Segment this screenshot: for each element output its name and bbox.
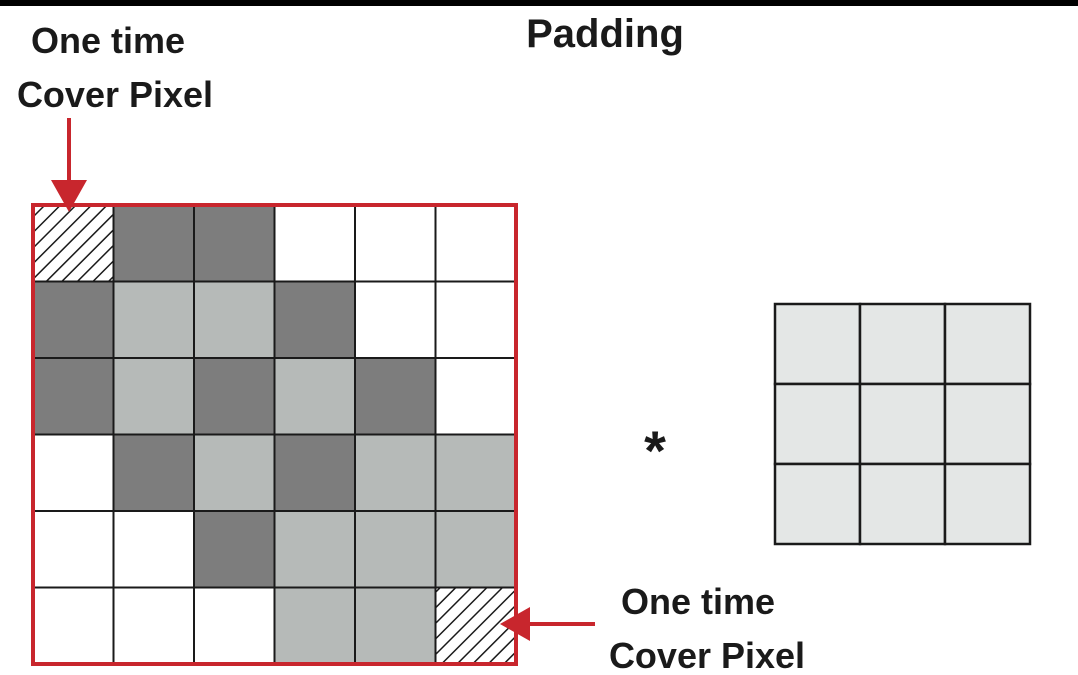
input-cell-white (434, 204, 517, 283)
kernel-cell (773, 382, 862, 466)
kernel-cell (773, 302, 862, 386)
bottom-annotation-line1: One time (621, 581, 775, 622)
input-cell-white (434, 357, 517, 436)
kernel-cell (858, 302, 947, 386)
input-cell-light (273, 510, 356, 589)
input-cell-light (354, 433, 437, 512)
bottom-arrow (500, 607, 595, 641)
input-cell-light (273, 357, 356, 436)
hatched-cover-pixel (32, 204, 115, 283)
input-cell-dark (193, 357, 276, 436)
bottom-arrow-head (500, 607, 530, 641)
convolution-operator: * (644, 419, 666, 482)
input-cell-dark (193, 510, 276, 589)
input-cell-white (32, 586, 115, 665)
input-cell-dark (32, 357, 115, 436)
kernel-cell (858, 382, 947, 466)
kernel-cell (858, 462, 947, 546)
kernel-cell (943, 302, 1032, 386)
input-cell-light (112, 357, 195, 436)
input-cell-light (434, 433, 517, 512)
top-arrow-head (51, 180, 87, 212)
top-annotation-line1: One time (31, 20, 185, 61)
kernel-cell (943, 462, 1032, 546)
input-cell-light (434, 510, 517, 589)
input-cell-dark (112, 433, 195, 512)
input-cell-light (112, 280, 195, 359)
hatched-cover-pixel (434, 586, 517, 665)
input-cell-light (273, 586, 356, 665)
diagram-canvas: Padding One time Cover Pixel One time Co… (0, 6, 1078, 675)
kernel-cell (943, 382, 1032, 466)
kernel-grid (773, 302, 1032, 546)
input-cell-dark (32, 280, 115, 359)
input-cell-light (193, 280, 276, 359)
input-cell-white (32, 510, 115, 589)
input-cell-white (32, 433, 115, 512)
input-cell-dark (354, 357, 437, 436)
input-cell-light (354, 510, 437, 589)
top-arrow (51, 118, 87, 212)
input-cell-light (354, 586, 437, 665)
input-cell-white (193, 586, 276, 665)
kernel-cell (773, 462, 862, 546)
input-cell-dark (193, 204, 276, 283)
input-cell-light (193, 433, 276, 512)
input-cell-white (354, 204, 437, 283)
padding-border (31, 203, 518, 666)
input-cell-dark (112, 204, 195, 283)
input-cell-white (112, 586, 195, 665)
diagram-title: Padding (526, 12, 684, 56)
bottom-annotation-line2: Cover Pixel (609, 635, 805, 675)
input-cell-dark (273, 280, 356, 359)
input-cell-white (112, 510, 195, 589)
input-grid (32, 204, 517, 665)
top-annotation-line2: Cover Pixel (17, 74, 213, 115)
input-cell-dark (273, 433, 356, 512)
input-cell-white (354, 280, 437, 359)
input-cell-white (434, 280, 517, 359)
input-cell-white (273, 204, 356, 283)
